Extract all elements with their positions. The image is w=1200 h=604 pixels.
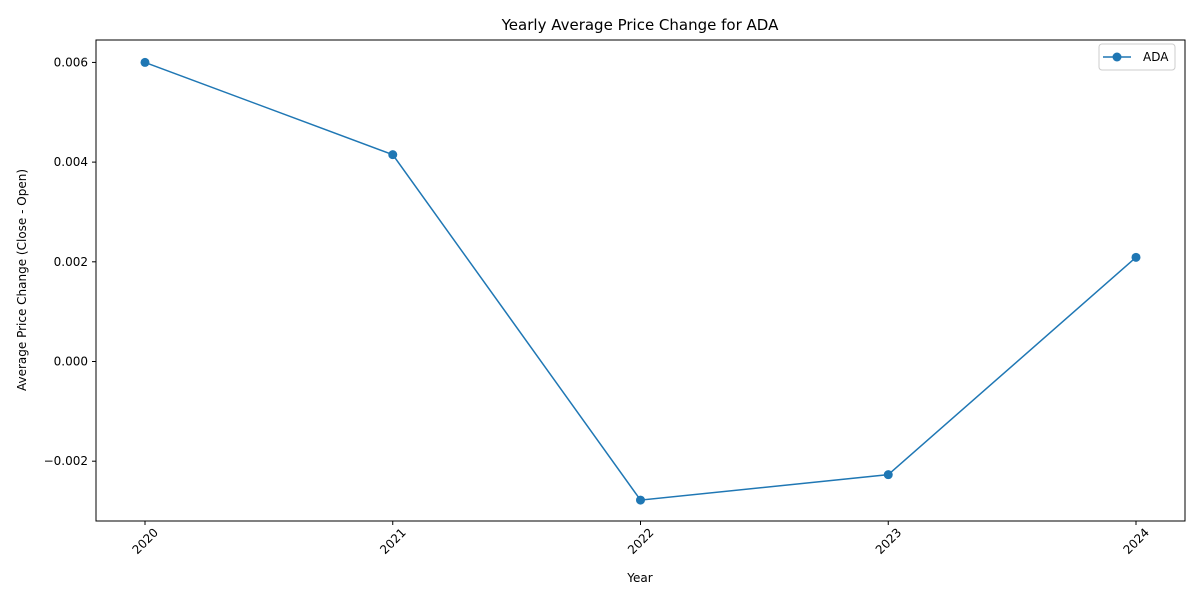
legend-label-ada: ADA — [1143, 50, 1169, 64]
data-point — [883, 470, 893, 480]
y-tick-label: 0.006 — [54, 55, 88, 69]
x-tick-label: 2020 — [130, 525, 161, 556]
data-point — [388, 150, 398, 160]
chart-title: Yearly Average Price Change for ADA — [501, 16, 779, 34]
y-axis-title: Average Price Change (Close - Open) — [15, 169, 29, 391]
x-tick-label: 2022 — [625, 525, 656, 556]
x-axis-title: Year — [626, 571, 652, 585]
x-tick-label: 2024 — [1121, 525, 1152, 556]
data-point — [140, 57, 150, 67]
y-tick-label: 0.004 — [54, 155, 88, 169]
axes-frame — [95, 39, 1186, 522]
plot-area: −0.002 0.000 0.002 0.004 0.006 2020 2021 2022 20… — [44, 39, 1186, 557]
y-tick-label: 0.000 — [54, 354, 88, 368]
data-point — [636, 495, 645, 505]
x-tick-label: 2023 — [873, 525, 904, 556]
y-tick-label: −0.002 — [44, 454, 88, 468]
legend: ADA — [1098, 43, 1176, 71]
series-line-ada — [144, 61, 1137, 501]
y-tick-label: 0.002 — [54, 255, 88, 269]
x-tick-label: 2021 — [377, 525, 408, 556]
legend-marker-ada — [1112, 52, 1122, 62]
legend-frame — [1098, 43, 1176, 71]
data-point — [1131, 252, 1141, 262]
